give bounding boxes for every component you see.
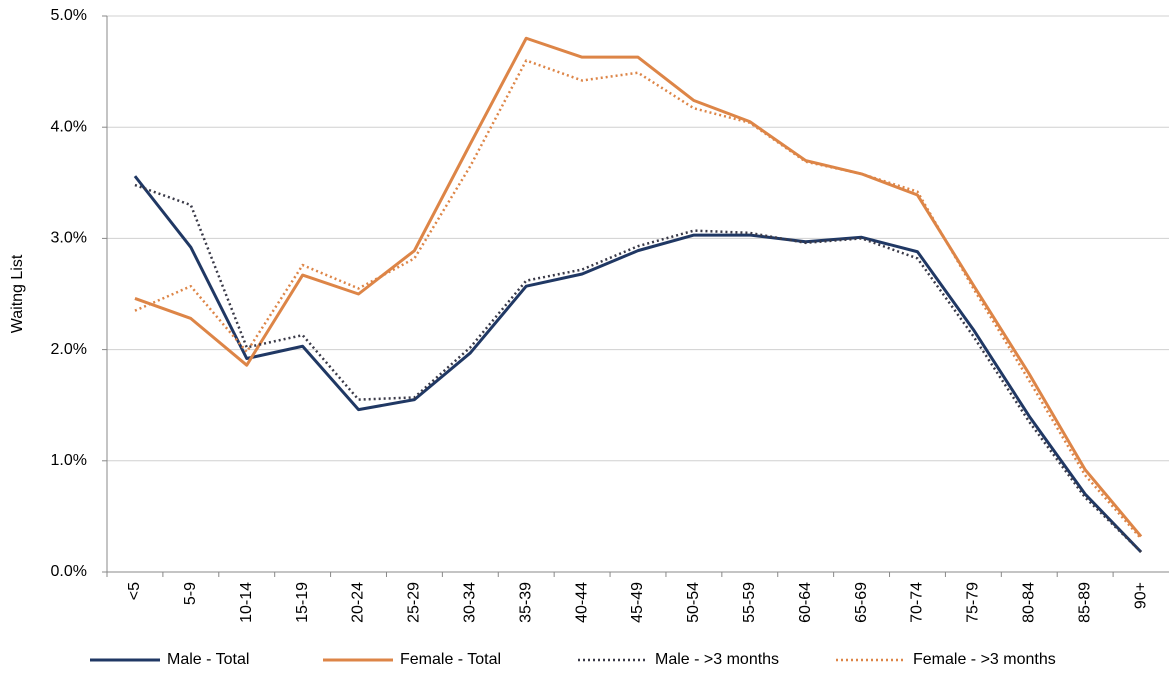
y-tick-label: 4.0% bbox=[51, 118, 87, 135]
x-tick-label: 5-9 bbox=[182, 582, 199, 605]
series-line bbox=[133, 175, 1143, 554]
x-tick-label: 80-84 bbox=[1020, 582, 1037, 623]
x-tick-label: 70-74 bbox=[909, 582, 926, 623]
y-axis-label: Waitng List bbox=[9, 254, 26, 333]
series-line bbox=[134, 36, 1143, 538]
x-tick-label: 20-24 bbox=[350, 582, 367, 623]
legend-label: Male - >3 months bbox=[655, 651, 779, 668]
x-tick-label: 25-29 bbox=[406, 582, 423, 623]
x-tick-label: 35-39 bbox=[517, 582, 534, 623]
x-tick-label: 85-89 bbox=[1076, 582, 1093, 623]
x-tick-label: 30-34 bbox=[462, 582, 479, 623]
legend-label: Female - >3 months bbox=[913, 651, 1056, 668]
y-tick-label: 5.0% bbox=[51, 7, 87, 24]
x-tick-label: 10-14 bbox=[238, 582, 255, 623]
x-tick-label: 65-69 bbox=[853, 582, 870, 623]
y-tick-label: 2.0% bbox=[51, 341, 87, 358]
x-tick-label: 50-54 bbox=[685, 582, 702, 623]
legend-label: Female - Total bbox=[400, 651, 501, 668]
x-tick-label: 90+ bbox=[1132, 582, 1149, 609]
series-line bbox=[134, 59, 1142, 540]
x-tick-label: 15-19 bbox=[294, 582, 311, 623]
x-tick-label: 40-44 bbox=[573, 582, 590, 623]
x-tick-label: 75-79 bbox=[965, 582, 982, 623]
x-tick-label: 55-59 bbox=[741, 582, 758, 623]
series-line bbox=[134, 183, 1142, 553]
y-tick-label: 1.0% bbox=[51, 452, 87, 469]
y-tick-label: 0.0% bbox=[51, 563, 87, 580]
x-tick-label: 45-49 bbox=[629, 582, 646, 623]
x-tick-label: 60-64 bbox=[797, 582, 814, 623]
x-tick-label: <5 bbox=[126, 582, 143, 600]
legend-label: Male - Total bbox=[167, 651, 249, 668]
y-tick-label: 3.0% bbox=[51, 230, 87, 247]
